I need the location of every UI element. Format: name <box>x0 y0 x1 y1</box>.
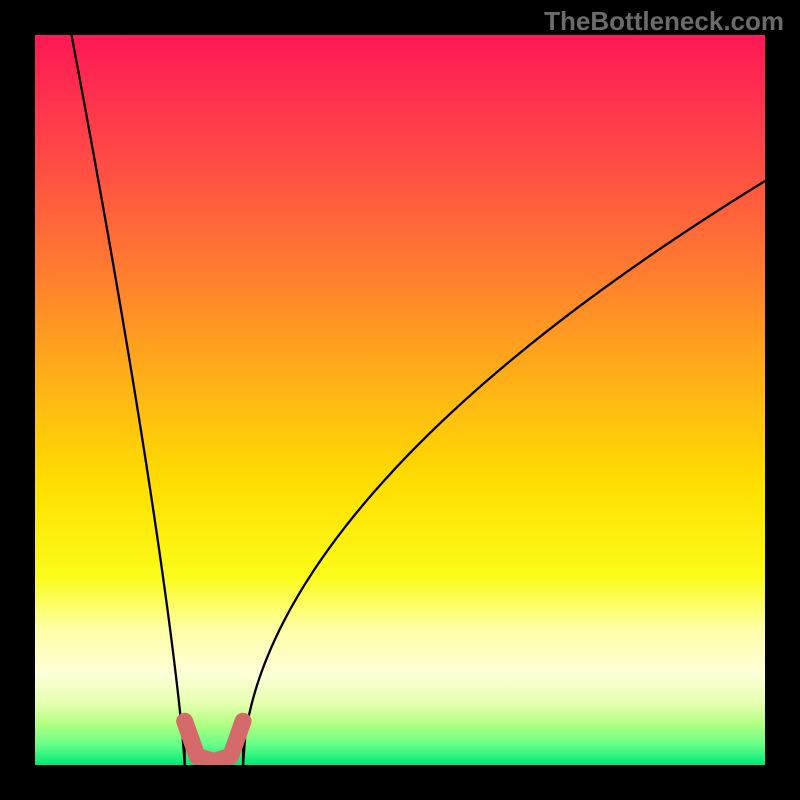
chart-frame: TheBottleneck.com <box>0 0 800 800</box>
plot-background <box>35 35 765 765</box>
watermark-text: TheBottleneck.com <box>544 6 784 37</box>
bottleneck-curve-plot <box>35 35 765 765</box>
